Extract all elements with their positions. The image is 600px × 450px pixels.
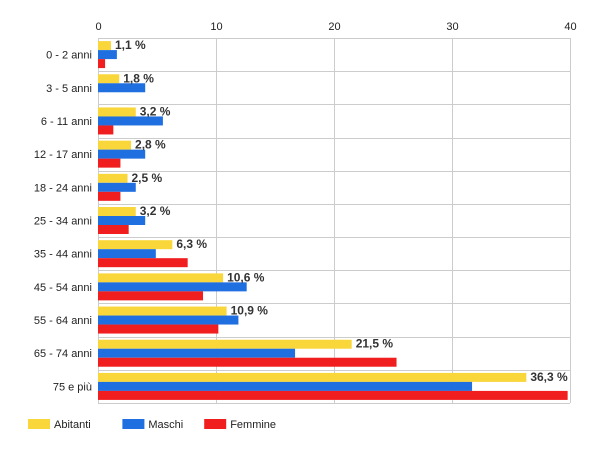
category-labels: 0 - 2 anni 3 - 5 anni 6 - 11 anni 12 - 17 a… <box>34 50 92 394</box>
data-label: 1,8 % <box>123 71 154 85</box>
category-label: 45 - 54 anni <box>34 282 92 294</box>
bar-abitanti <box>98 173 128 183</box>
bar-abitanti <box>98 339 352 349</box>
data-label: 1,1 % <box>115 38 146 52</box>
legend-label: Abitanti <box>54 419 91 431</box>
bar-maschi <box>98 348 296 358</box>
x-tick-label: 30 <box>446 21 458 33</box>
category-label: 0 - 2 anni <box>46 50 92 62</box>
x-tick-label: 40 <box>564 21 576 33</box>
bar-abitanti <box>98 240 173 250</box>
bar-abitanti <box>98 41 111 51</box>
category-label: 25 - 34 anni <box>34 216 92 228</box>
bar-abitanti <box>98 207 136 216</box>
bar-abitanti <box>98 273 224 283</box>
bar-femmine <box>98 59 106 69</box>
x-tick-label: 20 <box>328 21 340 33</box>
bar-femmine <box>98 390 568 400</box>
data-label: 2,5 % <box>132 171 163 185</box>
legend-label: Maschi <box>148 419 183 431</box>
x-tick-label: 10 <box>210 21 222 33</box>
bar-maschi <box>98 83 146 93</box>
category-label: 55 - 64 anni <box>34 315 92 327</box>
bar-abitanti <box>98 306 227 316</box>
bar-abitanti <box>98 372 527 382</box>
bar-femmine <box>98 225 129 234</box>
legend-swatch-femmine <box>204 419 227 429</box>
legend-label: Femmine <box>230 419 276 431</box>
bar-maschi <box>98 282 247 292</box>
bar-maschi <box>98 149 146 159</box>
bar-femmine <box>98 324 219 334</box>
data-label: 6,3 % <box>176 237 207 251</box>
bar-femmine <box>98 125 114 135</box>
legend-swatch-abitanti <box>28 419 50 429</box>
data-label: 10,9 % <box>231 304 269 318</box>
bar-abitanti <box>98 107 136 117</box>
category-label: 35 - 44 anni <box>34 249 92 261</box>
category-label: 75 e più <box>53 381 92 393</box>
bar-maschi <box>98 116 163 126</box>
bar-abitanti <box>98 140 132 150</box>
bar-femmine <box>98 357 397 367</box>
data-label: 3,2 % <box>140 104 171 118</box>
data-label: 36,3 % <box>530 370 568 384</box>
data-label: 10,6 % <box>227 270 265 284</box>
category-label: 65 - 74 anni <box>34 348 92 360</box>
bar-femmine <box>98 158 121 168</box>
grid-lines <box>98 38 571 404</box>
data-labels: 1,1 % 1,8 % 3,2 % 2,8 % 2,5 % 3,2 % 6,3 % 10,6 … <box>115 38 568 384</box>
data-label: 21,5 % <box>356 337 394 351</box>
bars <box>98 41 568 400</box>
bar-maschi <box>98 50 117 60</box>
bar-maschi <box>98 315 239 325</box>
category-label: 18 - 24 anni <box>34 182 92 194</box>
x-tick-label: 0 <box>95 21 101 33</box>
bar-femmine <box>98 258 188 268</box>
category-label: 3 - 5 anni <box>46 83 92 95</box>
x-axis-ticks: 0 10 20 30 40 <box>95 21 576 33</box>
data-label: 3,2 % <box>140 204 171 218</box>
bar-abitanti <box>98 74 120 84</box>
legend-swatch-maschi <box>122 419 145 429</box>
bar-maschi <box>98 381 473 391</box>
bar-maschi <box>98 182 136 192</box>
bar-maschi <box>98 216 146 225</box>
category-label: 12 - 17 anni <box>34 149 92 161</box>
bar-femmine <box>98 291 204 301</box>
data-label: 2,8 % <box>135 138 166 152</box>
bar-femmine <box>98 191 121 201</box>
legend: Abitanti Maschi Femmine <box>28 419 276 431</box>
category-label: 6 - 11 anni <box>41 116 92 128</box>
bar-maschi <box>98 249 156 259</box>
